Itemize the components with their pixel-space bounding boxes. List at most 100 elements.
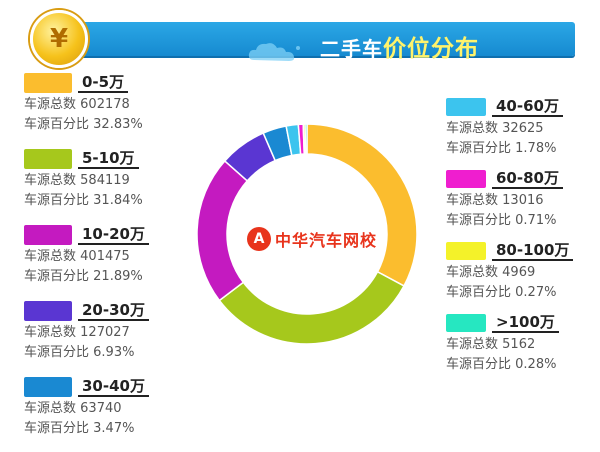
legend-percent: 车源百分比 3.47% — [24, 420, 224, 438]
legend-range-label: 40-60万 — [492, 97, 563, 117]
legend-percent: 车源百分比 31.84% — [24, 192, 224, 210]
percent-value: 0.71% — [515, 213, 557, 228]
title-plain: 二手车 — [320, 37, 383, 61]
legend-right: 40-60万 车源总数 32625 车源百分比 1.78% 60-80万 车源总… — [446, 96, 596, 384]
title-bar: 二手车价位分布 — [70, 22, 575, 62]
legend-item: 20-30万 车源总数 127027 车源百分比 6.93% — [24, 300, 224, 370]
yuan-coin-icon: ¥ — [30, 10, 88, 68]
percent-prefix: 车源百分比 — [24, 421, 90, 436]
header-banner: 二手车价位分布 ¥ — [0, 8, 600, 68]
legend-item: 40-60万 车源总数 32625 车源百分比 1.78% — [446, 96, 596, 160]
count-value: 127027 — [80, 325, 130, 340]
percent-prefix: 车源百分比 — [24, 269, 90, 284]
legend-swatch — [446, 242, 486, 260]
legend-swatch — [24, 149, 72, 169]
percent-value: 31.84% — [93, 193, 143, 208]
legend-percent: 车源百分比 0.28% — [446, 356, 596, 374]
percent-prefix: 车源百分比 — [24, 345, 90, 360]
legend-range-label: 0-5万 — [78, 73, 129, 93]
legend-range-label: 20-30万 — [78, 301, 149, 321]
legend-swatch — [24, 377, 72, 397]
count-prefix: 车源总数 — [24, 173, 77, 188]
legend-swatch — [24, 225, 72, 245]
count-value: 401475 — [80, 249, 130, 264]
count-prefix: 车源总数 — [24, 325, 77, 340]
percent-prefix: 车源百分比 — [24, 193, 90, 208]
legend-percent: 车源百分比 6.93% — [24, 344, 224, 362]
count-value: 63740 — [80, 401, 122, 416]
percent-prefix: 车源百分比 — [24, 117, 90, 132]
legend-count: 车源总数 602178 — [24, 96, 224, 114]
legend-range-label: >100万 — [492, 313, 559, 333]
legend-swatch — [24, 73, 72, 93]
donut-slice-1 — [218, 270, 405, 345]
count-prefix: 车源总数 — [446, 265, 499, 280]
legend-percent: 车源百分比 32.83% — [24, 116, 224, 134]
legend-item: 80-100万 车源总数 4969 车源百分比 0.27% — [446, 240, 596, 304]
legend-count: 车源总数 32625 — [446, 120, 596, 138]
percent-prefix: 车源百分比 — [446, 285, 512, 300]
percent-value: 0.28% — [515, 357, 557, 372]
watermark-logo-symbol: A — [253, 231, 265, 247]
legend-item: 30-40万 车源总数 63740 车源百分比 3.47% — [24, 376, 224, 446]
page-title: 二手车价位分布 — [320, 32, 479, 66]
count-value: 584119 — [80, 173, 130, 188]
cloud-decoration-icon — [248, 43, 300, 61]
legend-range-label: 5-10万 — [78, 149, 139, 169]
count-prefix: 车源总数 — [24, 249, 77, 264]
legend-item: 10-20万 车源总数 401475 车源百分比 21.89% — [24, 224, 224, 294]
legend-count: 车源总数 63740 — [24, 400, 224, 418]
percent-prefix: 车源百分比 — [446, 213, 512, 228]
coin-symbol: ¥ — [49, 24, 69, 54]
legend-left: 0-5万 车源总数 602178 车源百分比 32.83% 5-10万 车源总数… — [24, 72, 224, 452]
count-value: 5162 — [502, 337, 536, 352]
legend-percent: 车源百分比 21.89% — [24, 268, 224, 286]
legend-item: 0-5万 车源总数 602178 车源百分比 32.83% — [24, 72, 224, 142]
legend-item: >100万 车源总数 5162 车源百分比 0.28% — [446, 312, 596, 376]
watermark: A 中华汽车网校 — [247, 224, 387, 254]
count-prefix: 车源总数 — [24, 97, 77, 112]
count-prefix: 车源总数 — [446, 121, 499, 136]
percent-value: 0.27% — [515, 285, 557, 300]
donut-slice-2 — [196, 159, 249, 302]
legend-range-label: 10-20万 — [78, 225, 149, 245]
percent-value: 3.47% — [93, 421, 135, 436]
donut-chart — [196, 123, 418, 345]
count-value: 602178 — [80, 97, 130, 112]
donut-slice-8 — [304, 123, 308, 155]
legend-swatch — [446, 314, 486, 332]
legend-range-label: 80-100万 — [492, 241, 574, 261]
legend-range-label: 60-80万 — [492, 169, 563, 189]
count-value: 32625 — [502, 121, 544, 136]
percent-value: 1.78% — [515, 141, 557, 156]
legend-percent: 车源百分比 0.27% — [446, 284, 596, 302]
watermark-text: 中华汽车网校 — [275, 231, 378, 250]
percent-value: 6.93% — [93, 345, 135, 360]
legend-range-label: 30-40万 — [78, 377, 149, 397]
count-prefix: 车源总数 — [446, 337, 499, 352]
legend-swatch — [446, 170, 486, 188]
count-value: 13016 — [502, 193, 544, 208]
legend-count: 车源总数 13016 — [446, 192, 596, 210]
count-prefix: 车源总数 — [446, 193, 499, 208]
percent-prefix: 车源百分比 — [446, 141, 512, 156]
legend-count: 车源总数 584119 — [24, 172, 224, 190]
legend-count: 车源总数 127027 — [24, 324, 224, 342]
percent-prefix: 车源百分比 — [446, 357, 512, 372]
legend-item: 60-80万 车源总数 13016 车源百分比 0.71% — [446, 168, 596, 232]
donut-slice-0 — [306, 123, 418, 287]
count-prefix: 车源总数 — [24, 401, 77, 416]
watermark-logo-icon: A — [247, 227, 271, 251]
legend-swatch — [24, 301, 72, 321]
legend-count: 车源总数 4969 — [446, 264, 596, 282]
legend-item: 5-10万 车源总数 584119 车源百分比 31.84% — [24, 148, 224, 218]
title-highlight: 价位分布 — [383, 36, 479, 62]
legend-count: 车源总数 401475 — [24, 248, 224, 266]
percent-value: 21.89% — [93, 269, 143, 284]
percent-value: 32.83% — [93, 117, 143, 132]
legend-count: 车源总数 5162 — [446, 336, 596, 354]
legend-percent: 车源百分比 0.71% — [446, 212, 596, 230]
legend-swatch — [446, 98, 486, 116]
legend-percent: 车源百分比 1.78% — [446, 140, 596, 158]
count-value: 4969 — [502, 265, 536, 280]
